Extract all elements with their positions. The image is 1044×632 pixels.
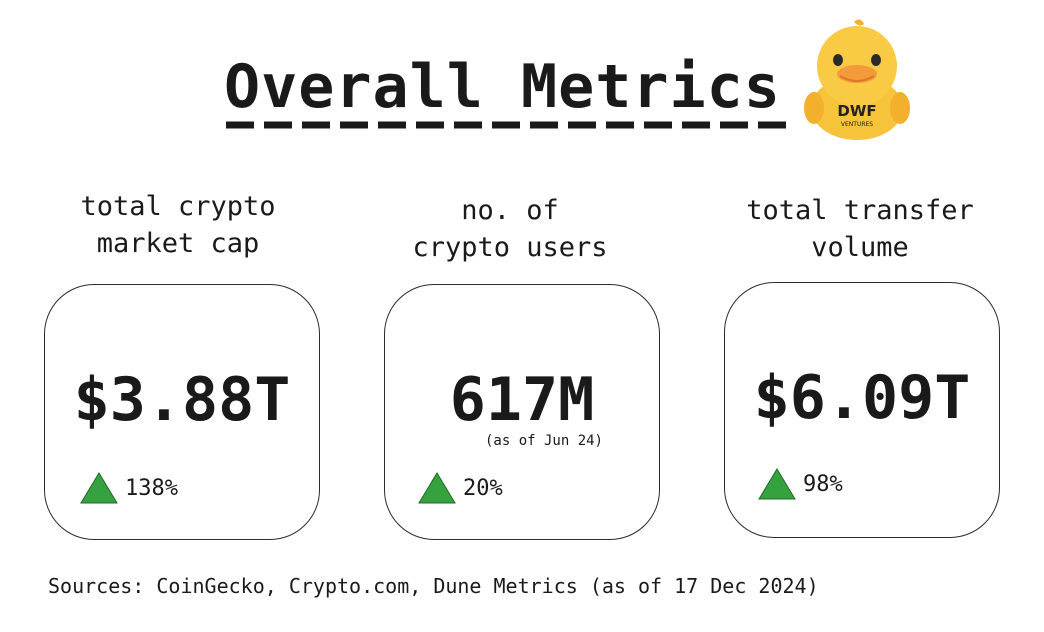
metric-change: 138% bbox=[79, 471, 178, 505]
metric-label-market-cap: total crypto market cap bbox=[80, 191, 276, 259]
page-title: Overall Metrics bbox=[224, 52, 781, 122]
metric-card-transfer-volume: $6.09T 98% bbox=[724, 282, 1000, 538]
metric-value: $6.09T bbox=[753, 363, 971, 433]
metric-change: 98% bbox=[757, 467, 843, 501]
metric-note: (as of Jun 24) bbox=[484, 433, 603, 449]
triangle-up-icon bbox=[418, 472, 456, 504]
metric-label-transfer-volume: total transfer volume bbox=[746, 195, 974, 263]
duck-mascot-icon: DWF VENTURES bbox=[804, 19, 910, 140]
metric-change-value: 20% bbox=[463, 475, 503, 501]
metric-card-market-cap: $3.88T 138% bbox=[44, 284, 320, 540]
metric-card-users: 617M (as of Jun 24) 20% bbox=[384, 284, 660, 540]
metric-change-value: 138% bbox=[125, 475, 178, 501]
title-underline bbox=[226, 121, 788, 129]
sources-footnote: Sources: CoinGecko, Crypto.com, Dune Met… bbox=[48, 574, 819, 598]
mascot-badge-subtext: VENTURES bbox=[841, 121, 873, 128]
mascot-badge-text: DWF bbox=[837, 102, 876, 120]
metric-value: $3.88T bbox=[73, 365, 291, 435]
metric-change: 20% bbox=[417, 471, 503, 505]
metric-value: 617M bbox=[449, 365, 595, 435]
metric-label-users: no. of crypto users bbox=[412, 195, 608, 263]
triangle-up-icon bbox=[758, 468, 796, 500]
metric-change-value: 98% bbox=[803, 471, 843, 497]
triangle-up-icon bbox=[80, 472, 118, 504]
